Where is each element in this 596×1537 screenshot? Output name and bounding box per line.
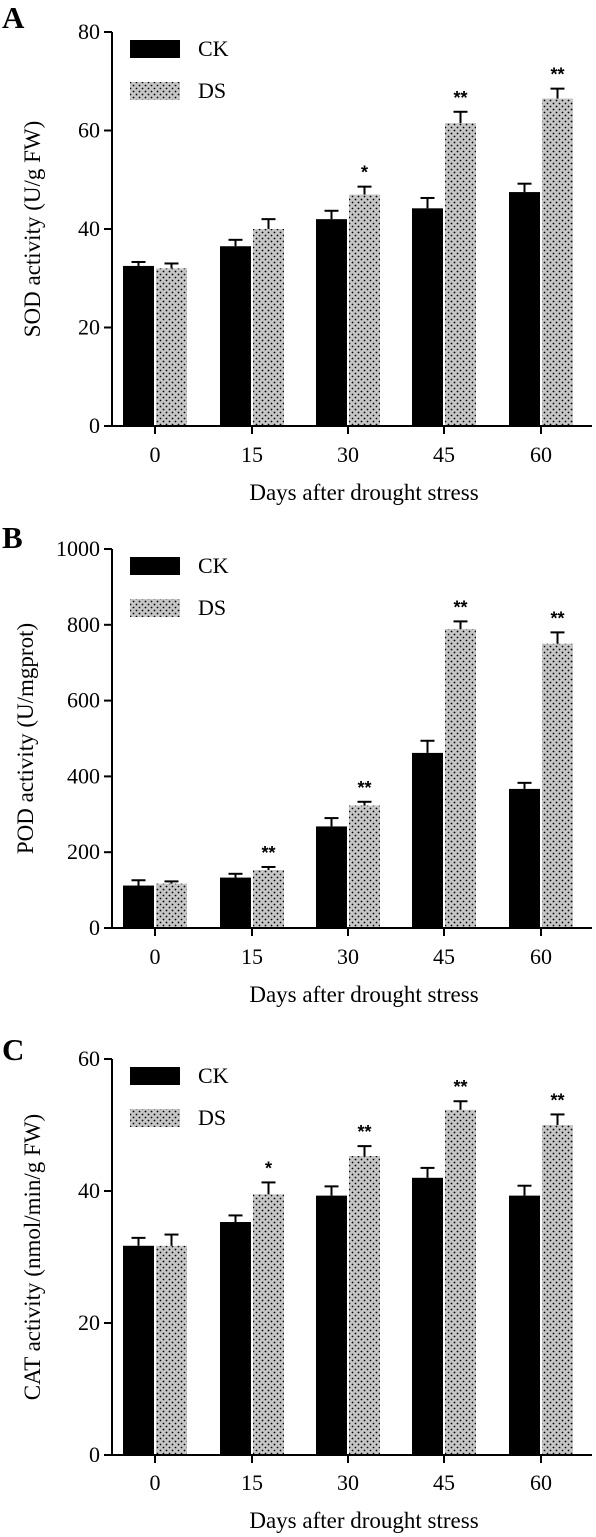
panel-b-letter: B: [2, 520, 23, 555]
panel-c-legend-swatch-ds: [130, 1109, 180, 1127]
panel-a-bar-ck-30: [316, 219, 347, 426]
panel-b-bar-ds-0: [156, 883, 187, 928]
panel-a-ytick-label-40: 40: [78, 216, 100, 241]
panel-b-bar-ck-60: [509, 788, 540, 928]
panel-a-bar-ds-60: [542, 98, 573, 427]
panel-a-y-axis-label: SOD activity (U/g FW): [20, 121, 45, 338]
panel-c-y-axis-label: CAT activity (nmol/min/g FW): [20, 1114, 45, 1400]
panel-a-legend-label-ck: CK: [198, 36, 229, 61]
panel-a-significance-30: *: [361, 163, 368, 183]
panel-a-legend-label-ds: DS: [198, 78, 226, 103]
panel-a-ytick-label-80: 80: [78, 19, 100, 44]
panel-b-y-axis-label: POD activity (U/mgprot): [13, 623, 38, 854]
panel-c-significance-15: *: [265, 1158, 272, 1178]
panel-a-legend-swatch-ck: [130, 40, 180, 58]
panel-b-bar-ds-30: [349, 805, 380, 928]
panel-b-bar-ck-30: [316, 826, 347, 928]
panel-b-significance-15: **: [261, 843, 275, 863]
panel-b-legend-label-ck: CK: [198, 553, 229, 578]
panel-c-ytick-label-20: 20: [78, 1310, 100, 1335]
panel-b-significance-30: **: [357, 778, 371, 798]
panel-b-significance-45: **: [453, 597, 467, 617]
panel-c-bar-ds-0: [156, 1245, 187, 1455]
panel-a-legend-swatch-ds: [130, 82, 180, 100]
panel-a-xtick-label-30: 30: [337, 442, 359, 467]
panel-a-ytick-label-60: 60: [78, 118, 100, 143]
panel-c-bar-ck-30: [316, 1195, 347, 1455]
panel-c-bar-ds-60: [542, 1125, 573, 1455]
panel-a-xtick-label-60: 60: [530, 442, 552, 467]
panel-c-xtick-label-15: 15: [241, 1470, 263, 1495]
panel-c-significance-30: **: [357, 1122, 371, 1142]
panel-c-ytick-label-0: 0: [89, 1442, 100, 1467]
panel-a-xtick-label-15: 15: [241, 442, 263, 467]
panel-c-xtick-label-45: 45: [433, 1470, 455, 1495]
panel-b-bar-ds-45: [445, 628, 476, 928]
panel-c-significance-45: **: [453, 1077, 467, 1097]
panel-c-bar-ck-45: [412, 1177, 443, 1455]
panel-c-significance-60: **: [550, 1090, 564, 1110]
panel-c-xtick-label-30: 30: [337, 1470, 359, 1495]
panel-a-ytick-label-20: 20: [78, 315, 100, 340]
panel-b-ytick-label-400: 400: [67, 763, 100, 788]
panel-b-bar-ds-60: [542, 643, 573, 928]
panel-a-bar-ck-15: [220, 246, 251, 426]
panel-c-plot: 0 * 15 ** 30 ** 45 ** 60 0 20 40 60 Days after drough…: [20, 1046, 592, 1533]
panel-a-xtick-label-0: 0: [150, 442, 161, 467]
panel-a-bar-ck-45: [412, 208, 443, 426]
panel-c-x-axis-label: Days after drought stress: [249, 1508, 478, 1533]
panel-a: A 0 15 * 30 ** 45 ** 60 0 20 40 60 80 Days after drou…: [2, 0, 592, 505]
panel-b-legend-label-ds: DS: [198, 595, 226, 620]
panel-b-ytick-label-800: 800: [67, 612, 100, 637]
panel-c-bar-ck-15: [220, 1222, 251, 1455]
panel-a-bar-ds-45: [445, 123, 476, 427]
panel-a-bar-ds-15: [253, 229, 284, 426]
panel-b-xtick-label-60: 60: [530, 944, 552, 969]
panel-b-ytick-label-1000: 1000: [56, 536, 100, 561]
panel-c-xtick-label-60: 60: [530, 1470, 552, 1495]
panel-c-bar-ds-30: [349, 1156, 380, 1455]
panel-c-bar-ds-45: [445, 1109, 476, 1455]
panel-b-legend-swatch-ck: [130, 557, 180, 575]
panel-a-bar-ck-60: [509, 192, 540, 426]
panel-b-xtick-label-15: 15: [241, 944, 263, 969]
panel-a-xtick-label-45: 45: [433, 442, 455, 467]
panel-c-letter: C: [2, 1032, 24, 1067]
panel-b-xtick-label-30: 30: [337, 944, 359, 969]
panel-b-ytick-label-200: 200: [67, 839, 100, 864]
panel-a-ytick-label-0: 0: [89, 413, 100, 438]
panel-b-legend-swatch-ds: [130, 599, 180, 617]
panel-c-bar-ck-60: [509, 1195, 540, 1455]
panel-c-bar-ck-0: [123, 1245, 154, 1455]
panel-a-bar-ck-0: [123, 265, 154, 426]
panel-c: C 0 * 15 ** 30 ** 45 ** 60 0 20 40 60 Days after drou…: [2, 1032, 592, 1533]
panel-a-bar-ds-0: [156, 268, 187, 426]
panel-a-plot: 0 15 * 30 ** 45 ** 60 0 20 40 60 80 Days after drough…: [20, 19, 592, 505]
panel-c-legend-label-ds: DS: [198, 1105, 226, 1130]
panel-b-ytick-label-0: 0: [89, 915, 100, 940]
panel-a-significance-60: **: [550, 65, 564, 85]
panel-a-bar-ds-30: [349, 194, 380, 426]
panel-c-legend-swatch-ck: [130, 1067, 180, 1085]
panel-c-xtick-label-0: 0: [150, 1470, 161, 1495]
panel-a-letter: A: [2, 0, 25, 35]
panel-c-bar-ds-15: [253, 1194, 284, 1455]
panel-b-bar-ck-0: [123, 885, 154, 928]
panel-b-bar-ck-45: [412, 752, 443, 928]
panel-b-bar-ds-15: [253, 870, 284, 928]
panel-b-xtick-label-0: 0: [150, 944, 161, 969]
panel-b-ytick-label-600: 600: [67, 688, 100, 713]
panel-b-bar-ck-15: [220, 877, 251, 928]
panel-b-significance-60: **: [550, 608, 564, 628]
panel-c-ytick-label-60: 60: [78, 1046, 100, 1071]
panel-b-xtick-label-45: 45: [433, 944, 455, 969]
panel-b-x-axis-label: Days after drought stress: [249, 982, 478, 1007]
panel-c-legend-label-ck: CK: [198, 1063, 229, 1088]
panel-c-ytick-label-40: 40: [78, 1178, 100, 1203]
panel-a-significance-45: **: [453, 88, 467, 108]
panel-b: B 0**15**30**45**6002004006008001000Days…: [2, 520, 592, 1007]
panel-a-x-axis-label: Days after drought stress: [249, 480, 478, 505]
